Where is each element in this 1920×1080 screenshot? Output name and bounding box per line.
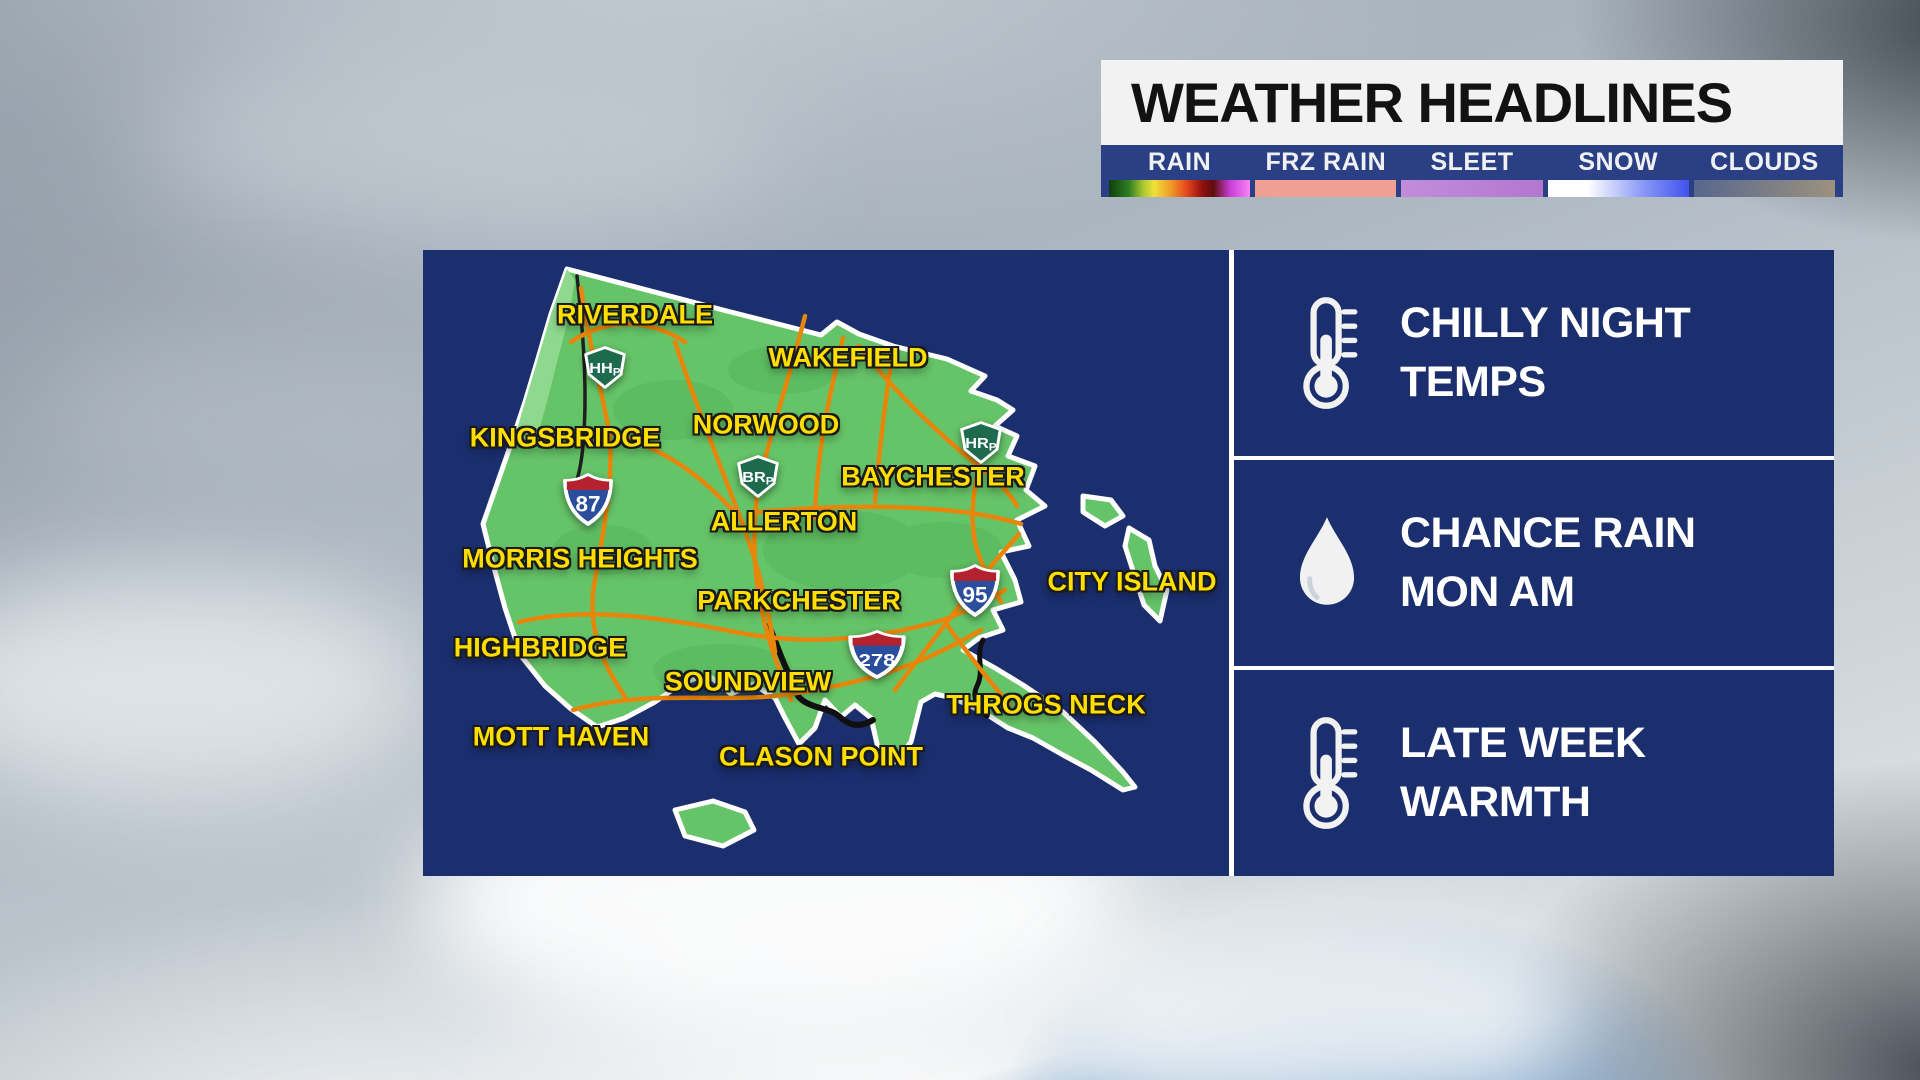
map-label-parkchester: PARKCHESTER — [697, 585, 901, 616]
bronx-basemap — [480, 266, 1170, 849]
map-label-riverdale: RIVERDALE — [556, 299, 714, 330]
legend-color-bar-clouds — [1693, 180, 1836, 197]
legend-color-bar-sleet — [1401, 180, 1543, 197]
headline-row-1: CHILLY NIGHT TEMPS — [1234, 250, 1834, 456]
cloud-blob — [40, 330, 470, 510]
cloud-blob — [140, 40, 780, 250]
precip-type-legend: RAIN FRZ RAIN SLEET SNOW CLOUDS — [1101, 145, 1843, 197]
panel-divider — [1229, 250, 1234, 876]
svg-text:BRP: BRP — [742, 470, 774, 488]
legend-item-snow: SNOW — [1547, 145, 1689, 197]
headline-text-2: CHANCE RAIN MON AM — [1400, 509, 1696, 616]
map-label-baychester: BAYCHESTER — [841, 461, 1025, 492]
svg-text:278: 278 — [859, 651, 896, 671]
headlines-panel: CHILLY NIGHT TEMPS CHANCE RAIN MON AM LATE… — [1234, 250, 1834, 876]
map-label-mott-haven: MOTT HAVEN — [472, 721, 650, 752]
cloud-blob — [1060, 910, 1580, 1080]
legend-color-bar-snow — [1547, 180, 1689, 197]
raindrop-icon — [1286, 513, 1368, 613]
rivers — [575, 274, 990, 728]
map-label-soundview: SOUNDVIEW — [664, 666, 832, 697]
headline-row-3: LATE WEEK WARMTH — [1234, 666, 1834, 876]
thermometer-icon — [1286, 294, 1368, 412]
map-label-norwood: NORWOOD — [692, 409, 840, 440]
legend-color-bar-rain — [1109, 180, 1251, 197]
svg-text:HHP: HHP — [589, 361, 621, 379]
riverdale-park-strip — [515, 269, 575, 444]
map-label-wakefield: WAKEFIELD — [768, 342, 928, 373]
interstate-shield-95: 95 — [949, 564, 1001, 623]
svg-text:HRP: HRP — [965, 436, 997, 454]
map-label-clason-point: CLASON POINT — [718, 741, 924, 772]
map-label-highbridge: HIGHBRIDGE — [453, 632, 627, 663]
city-island-landmass — [1122, 525, 1170, 624]
legend-item-clouds: CLOUDS — [1693, 145, 1836, 197]
map-label-morris-heights: MORRIS HEIGHTS — [462, 543, 698, 574]
map-label-kingsbridge: KINGSBRIDGE — [469, 422, 661, 453]
headline-text-3: LATE WEEK WARMTH — [1400, 719, 1646, 826]
interstate-shield-87: 87 — [562, 473, 614, 532]
legend-label: RAIN — [1148, 148, 1212, 176]
parkway-shield-brp: BRP — [735, 455, 781, 504]
cloud-blob — [0, 570, 430, 800]
legend-item-rain: RAIN — [1109, 145, 1251, 197]
legend-label: SNOW — [1578, 148, 1659, 176]
legend-item-sleet: SLEET — [1401, 145, 1543, 197]
thermometer-icon — [1286, 714, 1368, 832]
legend-label: CLOUDS — [1710, 148, 1819, 176]
south-island — [672, 798, 757, 849]
headline-row-2: CHANCE RAIN MON AM — [1234, 456, 1834, 666]
headline-text-1: CHILLY NIGHT TEMPS — [1400, 299, 1691, 406]
bronx-map-panel: HHP BRP HRP 87 95 278 RIVERDALE WAKEFIELD… — [423, 250, 1229, 876]
legend-item-frz-rain: FRZ RAIN — [1255, 145, 1397, 197]
legend-color-bar-frz-rain — [1255, 180, 1397, 197]
map-label-throgs-neck: THROGS NECK — [946, 689, 1146, 720]
parkway-shield-hhp: HHP — [582, 346, 628, 395]
small-island — [1080, 493, 1126, 529]
weather-headlines-banner: WEATHER HEADLINES RAIN FRZ RAIN SLEET SNOW C… — [1101, 60, 1843, 197]
svg-text:95: 95 — [962, 583, 987, 608]
legend-label: SLEET — [1430, 148, 1514, 176]
map-label-allerton: ALLERTON — [710, 506, 858, 537]
terrain-texture — [553, 346, 1003, 696]
weather-headlines-title: WEATHER HEADLINES — [1101, 60, 1843, 145]
legend-label: FRZ RAIN — [1265, 148, 1387, 176]
svg-text:87: 87 — [575, 492, 600, 517]
road-network — [516, 285, 1024, 713]
map-label-city-island: CITY ISLAND — [1047, 566, 1217, 597]
parkway-shield-hrp: HRP — [958, 421, 1004, 470]
interstate-shield-278: 278 — [847, 630, 907, 685]
